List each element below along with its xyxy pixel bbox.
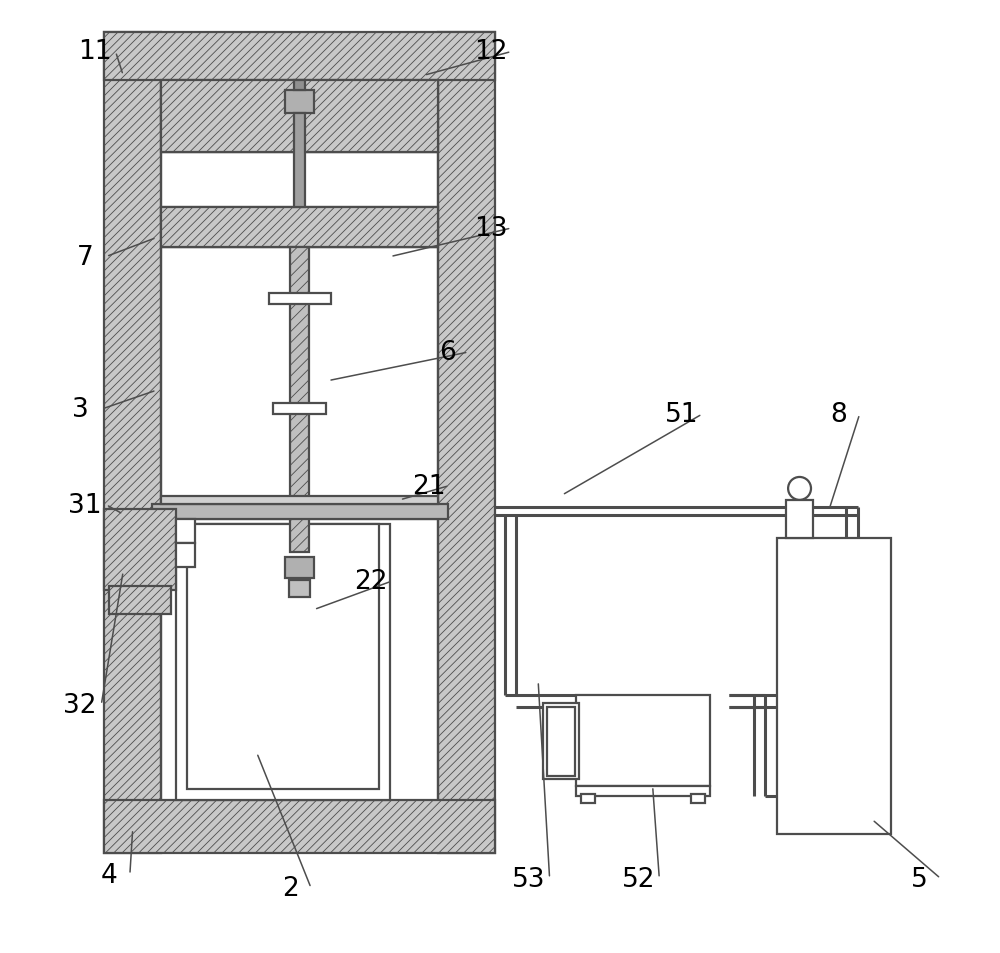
Bar [109, 586, 171, 615]
Text: 8: 8 [830, 401, 847, 428]
Bar [576, 786, 710, 796]
Circle shape [788, 477, 811, 500]
Text: 51: 51 [665, 401, 698, 428]
Text: 6: 6 [439, 339, 456, 366]
Bar [691, 794, 705, 803]
Bar [290, 248, 309, 553]
Bar [576, 696, 710, 786]
Bar [176, 519, 195, 543]
Text: 22: 22 [354, 568, 388, 595]
Bar [786, 500, 813, 538]
Bar [104, 801, 495, 853]
Bar [581, 794, 595, 803]
Text: 2: 2 [282, 875, 298, 902]
Bar [273, 403, 326, 415]
Bar [104, 33, 161, 853]
Bar [269, 294, 331, 305]
Text: 31: 31 [68, 492, 102, 518]
Bar [152, 504, 448, 519]
Bar [289, 580, 310, 598]
Bar [547, 707, 575, 776]
Bar [176, 524, 390, 801]
Bar [777, 538, 891, 834]
Bar [187, 524, 379, 789]
Bar [176, 543, 195, 567]
Text: 4: 4 [100, 862, 117, 888]
Text: 11: 11 [78, 39, 111, 66]
Bar [294, 81, 305, 91]
Text: 32: 32 [63, 692, 97, 719]
Bar [161, 81, 438, 801]
Text: 12: 12 [474, 39, 507, 66]
Bar [438, 33, 495, 853]
Bar [543, 703, 579, 780]
Text: 5: 5 [911, 865, 928, 892]
Text: 3: 3 [72, 396, 89, 423]
Bar [161, 81, 438, 152]
Bar [285, 558, 314, 578]
Bar [161, 497, 438, 504]
Bar [285, 91, 314, 114]
Text: 7: 7 [77, 244, 93, 271]
Text: 53: 53 [512, 865, 545, 892]
Bar [161, 208, 438, 248]
Text: 52: 52 [622, 865, 655, 892]
Text: 21: 21 [412, 473, 445, 499]
Text: 13: 13 [474, 215, 507, 242]
Bar [294, 114, 305, 208]
Bar [104, 510, 176, 591]
Bar [104, 33, 495, 81]
